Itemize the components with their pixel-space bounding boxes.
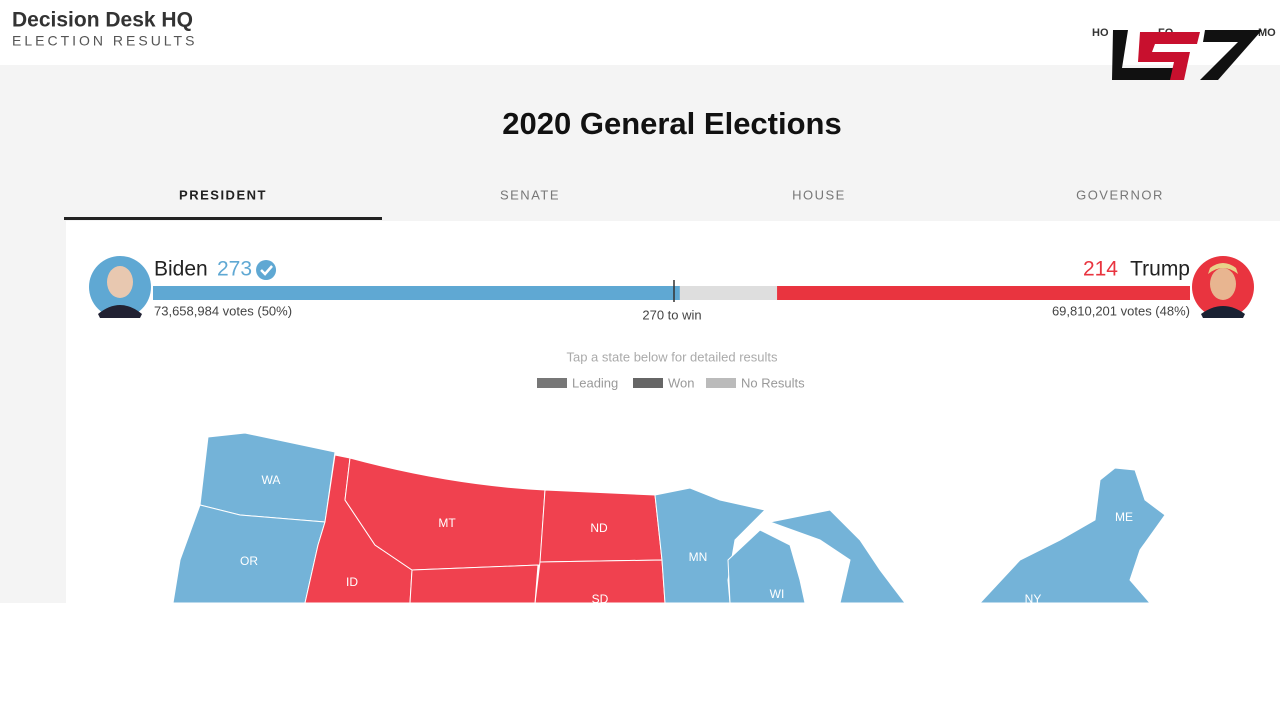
- nav-item[interactable]: HO: [1092, 27, 1109, 39]
- state-label: ME: [1115, 510, 1133, 524]
- legend-label: Won: [668, 375, 695, 390]
- tab[interactable]: GOVERNOR: [1076, 187, 1164, 202]
- threshold-label: 270 to win: [642, 307, 701, 322]
- popular-votes: 69,810,201 votes (48%): [1052, 303, 1190, 318]
- tab[interactable]: HOUSE: [792, 187, 846, 202]
- watermark: [1112, 30, 1262, 80]
- electoral-bar: [777, 286, 1190, 300]
- legend-swatch: [706, 378, 736, 388]
- trump-photo: [1192, 256, 1254, 318]
- state[interactable]: [978, 467, 1166, 604]
- state-label: ND: [590, 521, 608, 535]
- winner-check: [256, 260, 277, 280]
- legend-swatch: [633, 378, 663, 388]
- popular-votes: 73,658,984 votes (50%): [154, 303, 292, 318]
- map[interactable]: [172, 432, 1166, 604]
- state-label: NY: [1025, 592, 1042, 606]
- state-label: WI: [770, 587, 785, 601]
- state-label: MN: [689, 550, 708, 564]
- candidate-name: Biden: [154, 258, 208, 281]
- legend-label: No Results: [741, 375, 805, 390]
- electoral-votes: 273: [217, 258, 252, 281]
- tab[interactable]: PRESIDENT: [179, 187, 267, 202]
- state-label: OR: [240, 554, 258, 568]
- page-title: 2020 General Elections: [502, 106, 841, 141]
- state[interactable]: [409, 564, 539, 604]
- logo-title[interactable]: Decision Desk HQ: [12, 9, 193, 32]
- electoral-votes: 214: [1083, 258, 1118, 281]
- state-label: MT: [438, 516, 456, 530]
- tab-indicator: [64, 217, 382, 220]
- bottom-blank: [0, 603, 1280, 718]
- biden-photo: [89, 256, 151, 318]
- tab[interactable]: SENATE: [500, 187, 560, 202]
- nav-item[interactable]: MO: [1258, 27, 1276, 39]
- legend-swatch: [537, 378, 567, 388]
- state-label: SD: [592, 592, 609, 606]
- header-bar: [0, 0, 1280, 65]
- legend-label: Leading: [572, 375, 618, 390]
- logo-subtitle: ELECTION RESULTS: [12, 33, 197, 49]
- hint: Tap a state below for detailed results: [566, 349, 778, 364]
- electoral-bar: [153, 286, 680, 300]
- state-label: WA: [262, 473, 281, 487]
- state-label: ID: [346, 575, 358, 589]
- candidate-name: Trump: [1130, 258, 1190, 281]
